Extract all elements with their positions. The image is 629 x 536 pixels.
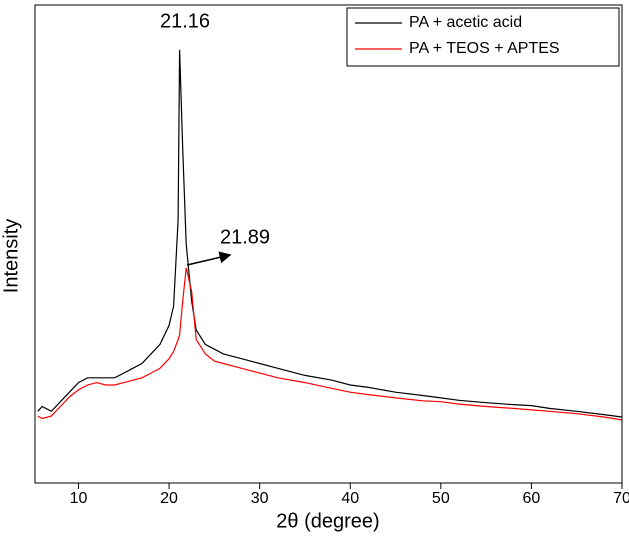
data-line <box>37 49 623 418</box>
x-tick-label: 50 <box>432 490 450 507</box>
annotation: 21.89 <box>220 226 270 248</box>
x-axis-label: 2θ (degree) <box>276 510 379 532</box>
annotation-arrow <box>186 251 232 266</box>
x-tick-label: 20 <box>160 490 178 507</box>
legend-label: PA + TEOS + APTES <box>409 40 560 57</box>
legend-box <box>346 7 620 67</box>
x-tick-label: 70 <box>613 490 629 507</box>
x-tick-label: 30 <box>251 490 269 507</box>
x-tick-label: 40 <box>341 490 359 507</box>
data-line <box>37 267 623 421</box>
legend-label: PA + acetic acid <box>409 14 522 31</box>
x-tick-label: 60 <box>523 490 541 507</box>
plot-frame <box>34 4 623 484</box>
y-axis-label: Intensity <box>0 219 22 293</box>
x-tick-label: 10 <box>70 490 88 507</box>
annotation: 21.16 <box>160 10 210 32</box>
